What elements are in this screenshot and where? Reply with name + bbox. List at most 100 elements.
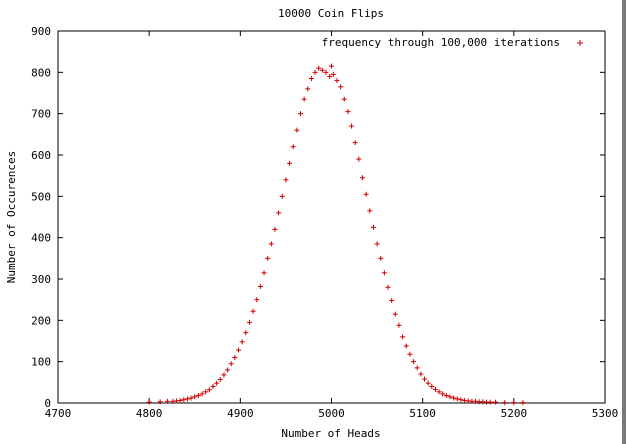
legend-entry-label: frequency through 100,000 iterations [322,36,560,49]
data-point [367,208,373,214]
data-point [316,65,322,71]
y-tick-label: 400 [31,232,51,245]
data-point [352,140,358,146]
data-point [329,63,334,69]
data-point [308,76,314,82]
data-point [301,96,307,102]
plot-border [57,30,606,404]
x-tick-label: 5300 [592,407,619,420]
data-point [378,255,384,261]
data-point [228,361,234,367]
data-point [429,383,435,389]
data-point [334,78,340,84]
data-point [432,386,438,392]
axis-ticks: 4700 4800 4900 5000 5100 5200 5300 0 100 200 300 40… [31,25,618,420]
data-point [305,86,311,92]
window-edge [622,0,626,444]
data-point [188,395,194,401]
data-point [443,393,449,399]
x-tick-label: 4700 [45,407,72,420]
data-point [298,111,304,117]
data-point [261,270,267,276]
data-point [319,67,325,73]
data-point [217,376,223,382]
data-point [330,71,336,77]
data-point [502,400,508,406]
data-point [239,339,245,345]
data-point [225,367,231,373]
data-point [396,322,402,328]
data-point [177,398,183,404]
data-point [392,311,398,317]
data-point [265,255,271,261]
y-axis-label: Number of Occurences [5,151,18,283]
data-point [407,351,413,357]
data-point [283,177,289,183]
data-point [381,270,387,276]
legend-marker [577,40,583,46]
data-point [279,193,285,199]
data-point [451,395,457,401]
data-point [411,359,417,365]
data-point [184,396,190,402]
data-point [421,376,427,382]
legend: frequency through 100,000 iterations [322,36,583,49]
data-point [206,387,212,393]
data-point [210,383,216,389]
data-point [418,371,424,377]
data-point [493,399,499,405]
data-point [359,175,365,181]
data-point [487,399,493,405]
data-point [363,191,369,197]
data-point [164,398,170,404]
data-point [203,389,209,395]
data-point [436,389,442,395]
data-point [221,372,227,378]
y-tick-label: 300 [31,273,51,286]
data-point [458,397,464,403]
data-point [349,123,355,129]
x-tick-label: 5000 [318,407,345,420]
data-point [257,283,263,289]
data-point [236,347,242,353]
data-point [268,241,274,247]
data-points [146,63,526,406]
data-point [323,69,329,75]
chart-title: 10000 Coin Flips [278,7,384,20]
data-point [195,393,201,399]
data-point [243,330,249,336]
data-point [287,160,293,166]
x-axis-label: Number of Heads [281,427,380,440]
data-point [327,73,333,79]
data-point [199,391,205,397]
data-point [447,394,453,400]
data-point [520,400,526,406]
data-point [345,109,351,115]
data-point [214,380,220,386]
y-tick-label: 700 [31,108,51,121]
data-point [370,224,376,230]
y-tick-label: 800 [31,66,51,79]
data-point [157,399,163,405]
data-point [181,397,187,403]
data-point [440,391,446,397]
y-tick-label: 100 [31,356,51,369]
x-tick-label: 4900 [227,407,254,420]
x-tick-label: 5200 [501,407,528,420]
data-point [232,355,238,361]
y-tick-label: 600 [31,149,51,162]
data-point [272,226,278,232]
data-point [356,156,362,162]
y-tick-label: 500 [31,190,51,203]
y-tick-label: 900 [31,25,51,38]
data-point [246,319,252,325]
data-point [454,396,460,402]
data-point [338,84,344,90]
data-point [414,365,420,371]
data-point [511,400,517,406]
data-point [276,210,282,216]
data-point [146,399,152,405]
data-point [389,297,395,303]
x-tick-label: 4800 [136,407,163,420]
